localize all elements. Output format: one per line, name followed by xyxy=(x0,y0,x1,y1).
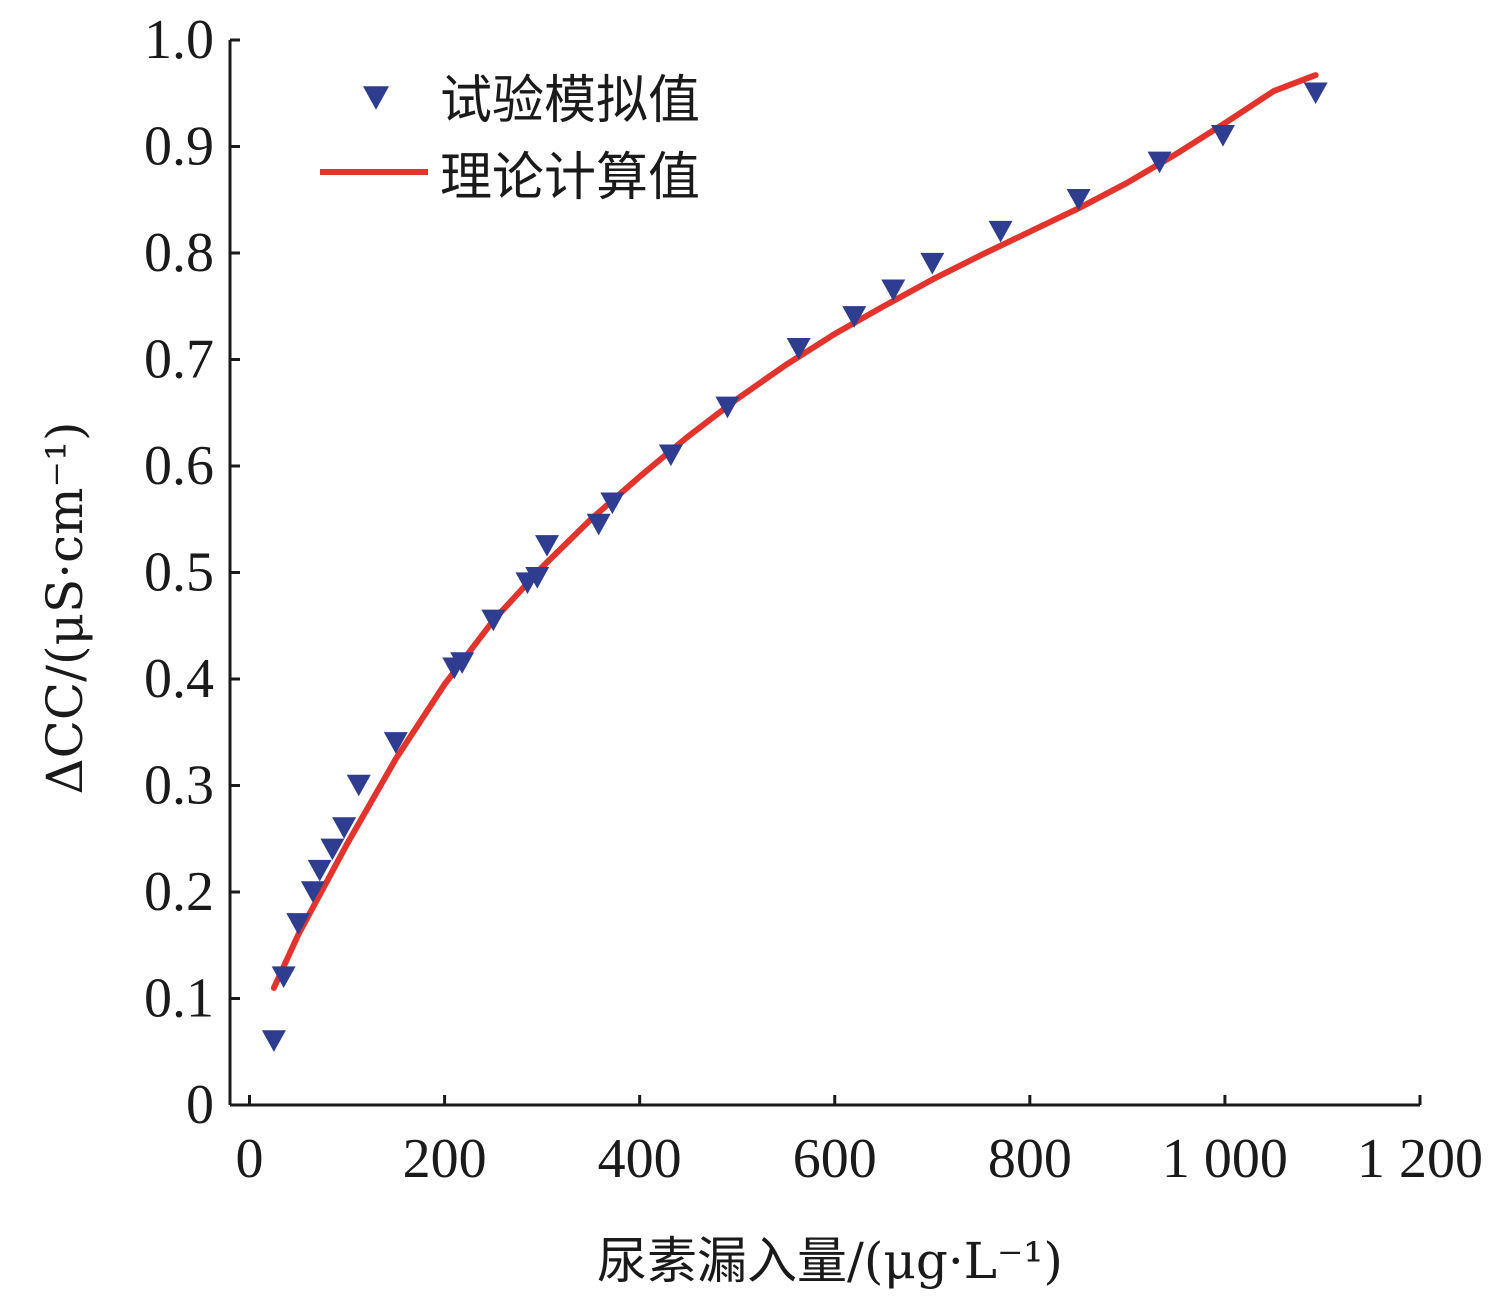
data-point-triangle xyxy=(481,609,506,632)
data-point-triangle xyxy=(286,913,311,935)
x-tick-label: 800 xyxy=(988,1128,1072,1190)
y-ticks: 0 0.1 0.2 0.3 0.4 0.5 0.6 0.7 0.8 0.9 1.0 xyxy=(144,9,240,1136)
y-tick-label: 0.4 xyxy=(144,648,214,710)
plot-series xyxy=(261,72,1328,1052)
axes: 0 200 400 600 800 1 000 1 200 0 0.1 0.2 0.3 0.4 0.5… xyxy=(144,9,1483,1190)
y-tick-label: 0 xyxy=(186,1074,214,1136)
data-point-triangle xyxy=(600,492,625,515)
data-point-triangle xyxy=(586,513,611,536)
data-point-triangle xyxy=(525,567,550,589)
y-tick-label: 0.2 xyxy=(144,861,214,923)
x-axis-title: 尿素漏入量/(μg·L⁻¹) xyxy=(597,1232,1063,1290)
data-point-triangle xyxy=(881,279,906,302)
data-point-triangle xyxy=(786,338,811,360)
x-tick-label: 1 200 xyxy=(1357,1128,1483,1190)
legend-marker-triangle-down xyxy=(363,86,389,110)
data-point-triangle xyxy=(300,881,325,903)
y-tick-label: 0.3 xyxy=(144,755,214,817)
y-tick-label: 1.0 xyxy=(144,9,214,71)
data-point-triangle xyxy=(271,966,296,988)
data-point-triangle xyxy=(1147,151,1172,174)
data-point-triangle xyxy=(332,817,357,839)
data-point-triangle xyxy=(450,652,475,674)
y-tick-label: 0.6 xyxy=(144,435,214,497)
y-tick-label: 0.7 xyxy=(144,329,214,391)
y-tick-label: 0.1 xyxy=(144,968,214,1030)
data-point-triangle xyxy=(307,859,332,882)
legend-label-line: 理论计算值 xyxy=(440,148,700,208)
y-axis-title: ΔCC/(μS·cm⁻¹) xyxy=(36,422,94,795)
x-ticks: 0 200 400 600 800 1 000 1 200 xyxy=(236,1095,1483,1190)
data-point-triangle xyxy=(842,306,867,328)
theory-curve-line xyxy=(270,72,1319,991)
y-tick-label: 0.5 xyxy=(144,542,214,604)
data-point-triangle xyxy=(1303,82,1328,105)
data-point-triangle xyxy=(261,1030,286,1052)
data-point-triangle xyxy=(383,732,408,754)
data-point-triangle xyxy=(988,220,1013,243)
legend-label-scatter: 试验模拟值 xyxy=(440,71,700,131)
data-point-triangle xyxy=(1210,125,1235,147)
data-point-triangle xyxy=(1066,188,1091,211)
data-point-triangle xyxy=(535,535,560,557)
x-tick-label: 600 xyxy=(793,1128,877,1190)
data-point-triangle xyxy=(320,838,345,861)
x-tick-label: 0 xyxy=(236,1128,264,1190)
y-tick-label: 0.9 xyxy=(144,116,214,178)
x-tick-label: 1 000 xyxy=(1162,1128,1288,1190)
legend: 试验模拟值 理论计算值 xyxy=(320,71,700,208)
y-tick-label: 0.8 xyxy=(144,222,214,284)
x-tick-label: 200 xyxy=(403,1128,487,1190)
data-point-triangle xyxy=(658,444,683,467)
data-point-triangle xyxy=(715,396,740,419)
data-point-triangle xyxy=(920,252,945,275)
data-point-triangle xyxy=(346,774,371,797)
x-tick-label: 400 xyxy=(598,1128,682,1190)
